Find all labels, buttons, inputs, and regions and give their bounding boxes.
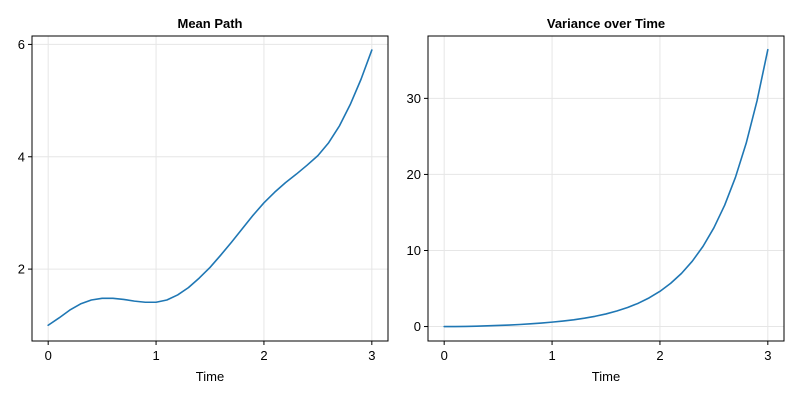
x-tick-label: 0 — [441, 348, 448, 363]
x-tick-label: 3 — [764, 348, 771, 363]
plot-frame — [427, 35, 785, 342]
y-tick-label: 20 — [407, 167, 421, 182]
y-tick-label: 0 — [414, 319, 421, 334]
x-tick-label: 1 — [548, 348, 555, 363]
x-tick-label: 0 — [45, 348, 52, 363]
y-tick-label: 10 — [407, 243, 421, 258]
y-tick-label: 30 — [407, 91, 421, 106]
chart-title: Variance over Time — [547, 16, 665, 31]
series-line-1 — [47, 49, 373, 327]
x-tick-label: 2 — [260, 348, 267, 363]
x-axis-label: Time — [592, 369, 620, 384]
y-tick-label: 2 — [18, 262, 25, 277]
chart-panel-1: 0 1 2 3 2 4 6 Mean Path Time — [18, 16, 389, 384]
y-tick-label: 6 — [18, 37, 25, 52]
x-axis-label: Time — [196, 369, 224, 384]
y-tick-label: 4 — [18, 149, 25, 164]
x-tick-label: 2 — [656, 348, 663, 363]
chart-title: Mean Path — [177, 16, 242, 31]
x-tick-label: 3 — [368, 348, 375, 363]
series-line-1 — [443, 48, 769, 328]
plot-frame — [31, 35, 389, 342]
x-tick-label: 1 — [152, 348, 159, 363]
